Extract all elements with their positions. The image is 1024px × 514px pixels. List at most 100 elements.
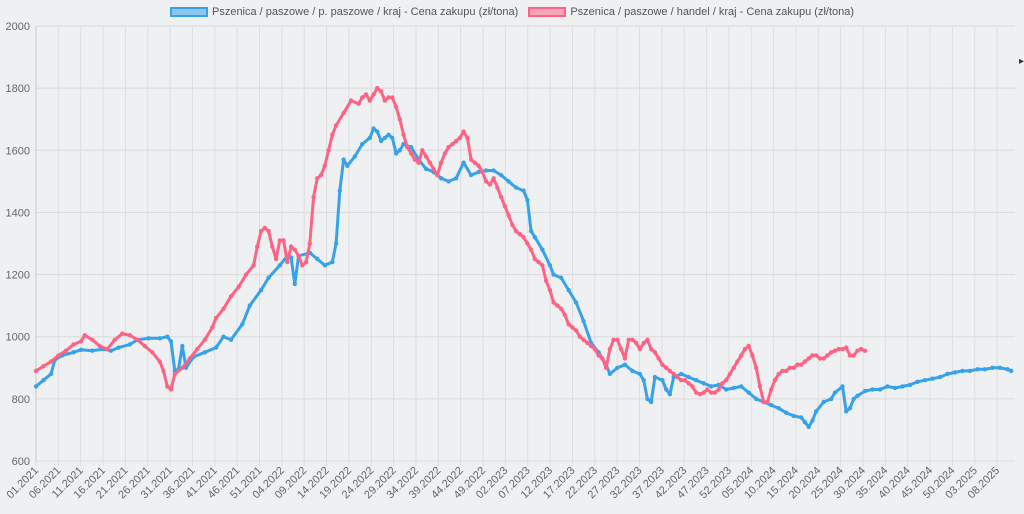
data-point: [472, 160, 478, 165]
data-point: [168, 339, 174, 344]
data-point: [724, 378, 729, 383]
data-point: [802, 420, 808, 425]
data-point: [735, 359, 740, 364]
data-point: [127, 342, 132, 347]
data-point: [277, 263, 282, 268]
data-point: [694, 378, 699, 383]
data-point: [266, 228, 271, 234]
data-point: [180, 343, 185, 349]
data-point: [78, 347, 84, 352]
data-point: [645, 337, 650, 342]
mouse-cursor-icon: ▸: [1019, 56, 1024, 67]
data-point: [701, 381, 706, 386]
data-point: [690, 384, 695, 389]
data-point: [562, 312, 568, 318]
data-point: [573, 300, 579, 305]
data-point: [341, 157, 346, 162]
data-point: [997, 365, 1003, 370]
data-point: [686, 374, 691, 380]
data-point: [784, 368, 789, 374]
data-point: [907, 382, 913, 388]
data-point: [686, 381, 691, 386]
data-point: [390, 135, 395, 141]
data-point: [712, 390, 718, 395]
data-point: [724, 387, 729, 392]
data-point: [810, 418, 815, 423]
data-point: [877, 387, 883, 392]
data-point: [300, 263, 305, 268]
data-point: [851, 353, 856, 358]
y-tick-label: 1800: [6, 83, 30, 95]
data-point: [603, 365, 609, 370]
data-point: [521, 235, 526, 240]
data-point: [596, 353, 601, 358]
data-point: [739, 384, 744, 389]
data-point: [210, 325, 215, 330]
data-point: [48, 371, 54, 377]
data-point: [855, 393, 860, 398]
data-point: [453, 176, 459, 181]
data-point: [765, 399, 770, 405]
data-point: [592, 346, 598, 352]
data-point: [468, 172, 474, 178]
data-point: [784, 410, 789, 415]
data-point: [776, 406, 781, 411]
data-point: [626, 337, 631, 342]
data-point: [671, 371, 676, 377]
data-point: [510, 222, 515, 228]
data-point: [630, 337, 635, 342]
data-point: [401, 132, 406, 137]
data-point: [851, 396, 856, 402]
data-point: [423, 166, 429, 172]
chart-series: [33, 85, 1014, 429]
data-point: [330, 132, 335, 137]
data-point: [465, 135, 470, 141]
data-point: [769, 387, 774, 392]
data-point: [937, 374, 943, 380]
data-point: [859, 346, 864, 352]
data-point: [318, 172, 324, 178]
data-point: [817, 356, 823, 361]
data-point: [1005, 367, 1010, 372]
data-point: [397, 117, 402, 122]
legend-item-feed-wheat-purchase[interactable]: Pszenica / paszowe / p. paszowe / kraj -…: [169, 6, 518, 18]
data-point: [82, 333, 88, 338]
data-point: [649, 399, 654, 405]
data-point: [495, 185, 500, 190]
data-point: [645, 396, 650, 402]
data-point: [506, 179, 511, 184]
data-point: [412, 157, 417, 162]
data-point: [285, 259, 290, 265]
data-point: [960, 368, 965, 374]
data-point: [840, 384, 845, 389]
legend-item-feed-wheat-trade[interactable]: Pszenica / paszowe / handel / kraj - Cen…: [528, 6, 854, 18]
data-point: [108, 348, 114, 353]
data-point: [468, 157, 474, 162]
data-point: [679, 371, 684, 377]
data-point: [660, 362, 665, 367]
data-point: [990, 365, 995, 370]
data-point: [397, 148, 402, 153]
data-point: [600, 356, 605, 361]
data-point: [90, 337, 95, 342]
data-point: [71, 342, 76, 347]
data-point: [750, 353, 755, 358]
data-point: [483, 168, 489, 173]
legend-swatch-red: [528, 7, 567, 17]
data-point: [513, 228, 519, 234]
data-point: [221, 334, 226, 339]
data-point: [844, 409, 849, 414]
data-point: [165, 334, 170, 339]
data-point: [442, 151, 448, 156]
data-point: [277, 238, 282, 243]
data-point: [498, 194, 504, 200]
data-point: [615, 365, 620, 370]
data-point: [146, 336, 151, 341]
data-point: [551, 272, 556, 277]
data-point: [438, 160, 444, 165]
data-point: [870, 387, 875, 392]
data-point: [296, 253, 301, 259]
data-point: [832, 390, 838, 395]
data-point: [821, 356, 826, 361]
data-point: [367, 98, 372, 103]
